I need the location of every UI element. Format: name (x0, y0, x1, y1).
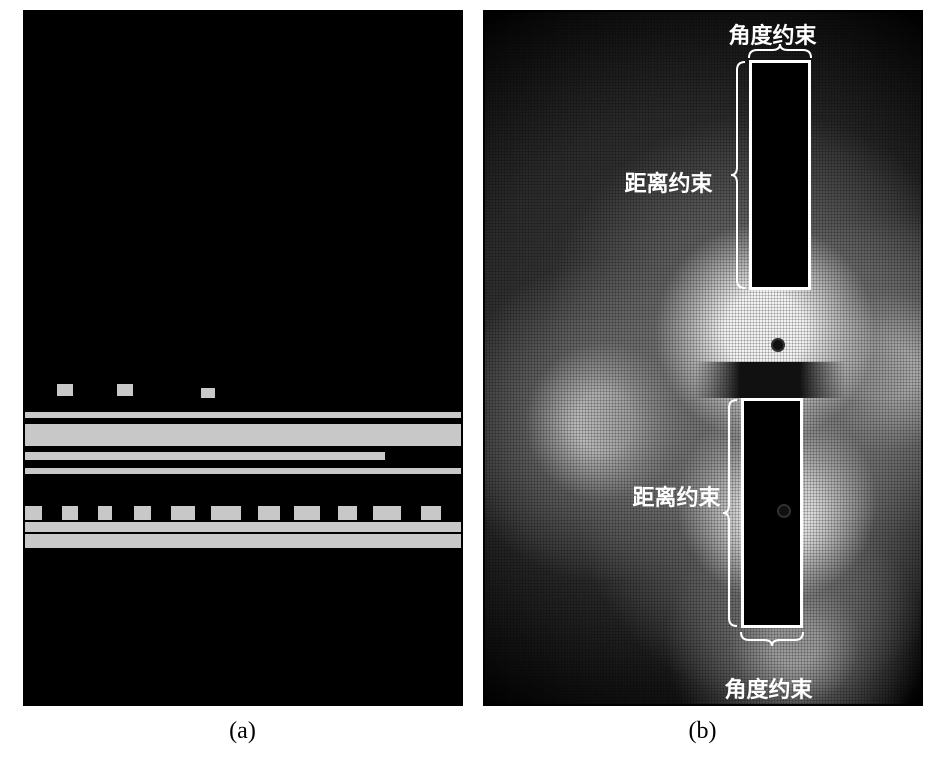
brace-distance-lower (721, 398, 739, 628)
panel-b: 角度约束角度约束距离约束距离约束 (483, 10, 923, 706)
panel-a-stripe (25, 424, 463, 446)
constraint-rect (749, 60, 811, 290)
label-distance-lower: 距离约束 (633, 480, 721, 512)
dash-seg (280, 506, 294, 520)
dash-seg (241, 506, 259, 520)
dash-seg (151, 506, 171, 520)
dash-seg (441, 506, 461, 520)
panel-b-caption: (b) (689, 718, 717, 745)
dash-gap (25, 506, 43, 520)
panel-a-stripe (25, 522, 463, 532)
dash-seg (320, 506, 338, 520)
center-dot (771, 338, 785, 352)
panel-a-dot (117, 384, 133, 396)
brace-distance-upper (729, 60, 747, 290)
panel-a-stripe (25, 452, 385, 460)
panel-a-stripe (25, 534, 463, 548)
constraint-rect (741, 398, 803, 628)
panel-a-wrap: (a) (23, 10, 463, 745)
panel-a (23, 10, 463, 706)
dash-seg (357, 506, 373, 520)
dash-gap (338, 506, 358, 520)
panel-b-wrap: 角度约束角度约束距离约束距离约束 (b) (483, 10, 923, 745)
dash-gap (373, 506, 401, 520)
dash-gap (171, 506, 195, 520)
panel-a-dot (201, 388, 215, 398)
dash-gap (294, 506, 320, 520)
panel-a-dot (57, 384, 73, 396)
dash-seg (112, 506, 134, 520)
panel-a-stripe (25, 412, 463, 418)
brace-angle-top (747, 42, 813, 60)
dash-seg (401, 506, 421, 520)
dash-seg (42, 506, 62, 520)
brace-angle-bottom (739, 630, 805, 648)
panel-b-centerband (695, 362, 845, 398)
dash-gap (98, 506, 112, 520)
panel-a-dash-row (25, 506, 461, 520)
label-distance-upper: 距离约束 (625, 166, 713, 198)
panel-b-noise (485, 12, 921, 704)
dash-gap (134, 506, 152, 520)
dash-seg (78, 506, 98, 520)
dash-gap (421, 506, 441, 520)
panel-a-stripe (25, 468, 463, 474)
label-angle-bottom: 角度约束 (725, 672, 813, 704)
center-dot (777, 504, 791, 518)
dash-gap (211, 506, 241, 520)
dash-seg (195, 506, 211, 520)
panel-a-caption: (a) (229, 718, 256, 745)
figure-row: (a) 角度约束角度约束距离约束距离约束 (b) (23, 10, 923, 745)
dash-gap (62, 506, 78, 520)
dash-gap (258, 506, 280, 520)
